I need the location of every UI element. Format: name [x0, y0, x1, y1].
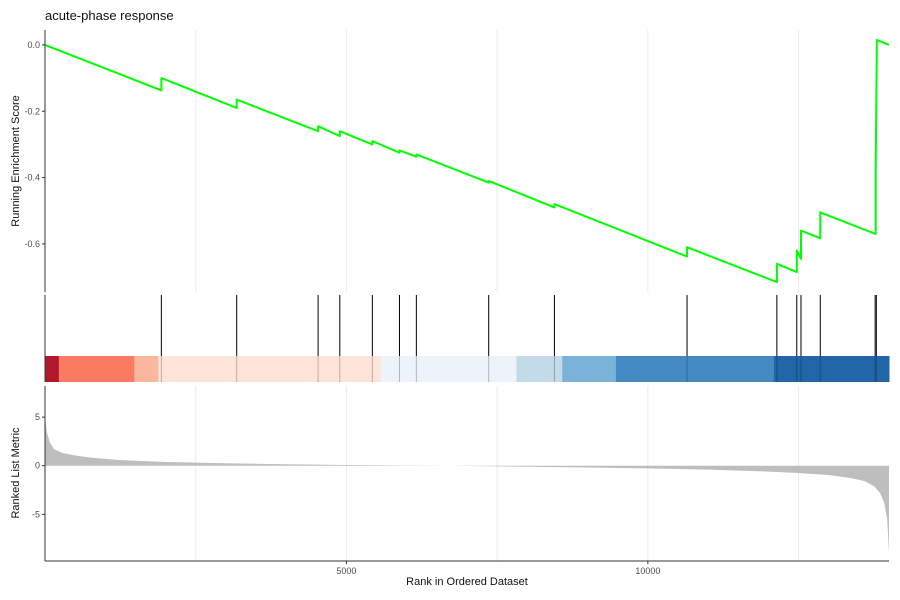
- x-axis-title: Rank in Ordered Dataset: [406, 576, 528, 588]
- gene-hits-panel: [44, 295, 877, 356]
- color-bar-segment: [615, 356, 775, 382]
- y-tick-label: -0.6: [24, 239, 40, 249]
- x-tick-label: 10000: [635, 566, 660, 576]
- color-bar-segment: [516, 356, 563, 382]
- color-bar-segment: [562, 356, 617, 382]
- y-tick-label: -0.2: [24, 106, 40, 116]
- y-tick-label: -5: [32, 509, 40, 519]
- y-axis-title-running-score: Running Enrichment Score: [10, 95, 22, 226]
- color-bar-segment: [45, 356, 60, 382]
- y-tick-label: -0.4: [24, 173, 40, 183]
- ranked-metric-panel: 5 0 -5: [32, 386, 889, 562]
- x-tick-label: 5000: [336, 566, 356, 576]
- color-bar-panel: [44, 356, 890, 382]
- axes: Running Enrichment Score Ranked List Met…: [10, 95, 660, 588]
- y-tick-label: 5: [35, 412, 40, 422]
- running-score-line: [44, 38, 890, 284]
- y-tick-label: 0: [35, 461, 40, 471]
- y-tick-label: 0.0: [27, 40, 40, 50]
- chart-title: acute-phase response: [45, 8, 174, 23]
- color-bar-segment: [58, 356, 135, 382]
- y-axis-title-ranked-metric: Ranked List Metric: [10, 427, 22, 519]
- running-score-panel: 0.0 -0.2 -0.4 -0.6: [24, 30, 890, 292]
- color-bar-segment: [773, 356, 890, 382]
- color-bar-segment: [380, 356, 517, 382]
- color-bar-segment: [158, 356, 382, 382]
- color-bar-segment: [134, 356, 159, 382]
- ranked-metric-area: [45, 417, 889, 553]
